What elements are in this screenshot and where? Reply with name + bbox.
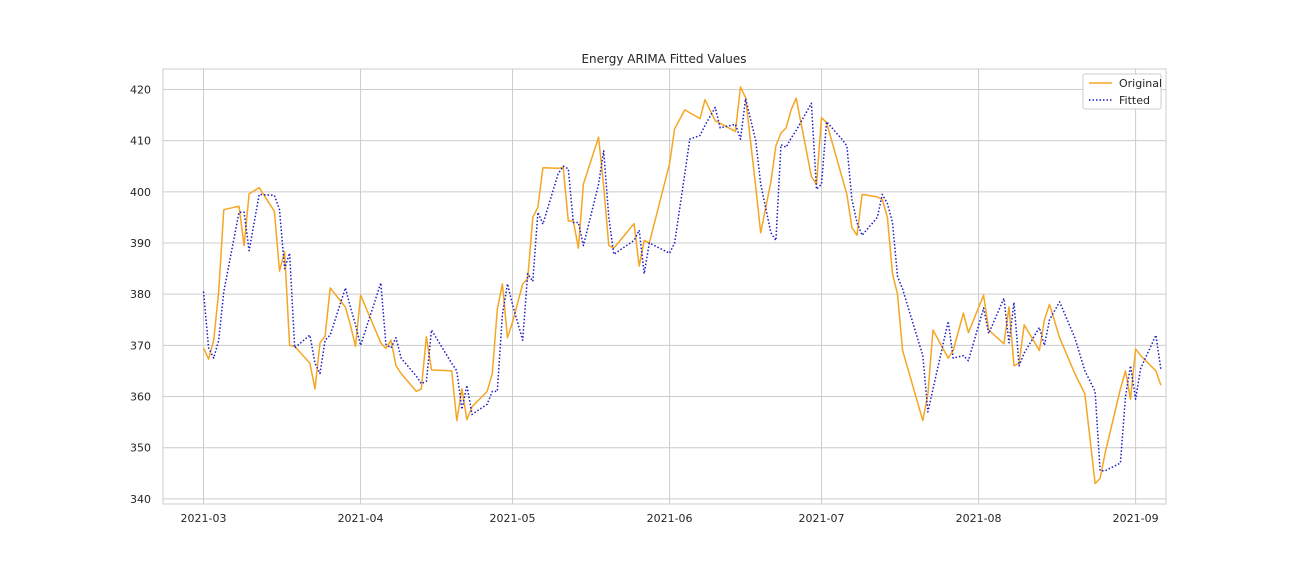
y-tick-label: 350 — [130, 442, 151, 455]
grid-lines — [163, 69, 1166, 504]
x-tick-label: 2021-06 — [647, 512, 693, 525]
y-tick-label: 410 — [130, 135, 151, 148]
y-tick-label: 360 — [130, 391, 151, 404]
series-line-original — [202, 86, 1162, 485]
y-tick-label: 420 — [130, 83, 151, 96]
y-tick-label: 370 — [130, 339, 151, 352]
y-tick-label: 390 — [130, 237, 151, 250]
series-line-fitted — [202, 97, 1162, 472]
legend-label-original: Original — [1119, 77, 1162, 90]
chart-title: Energy ARIMA Fitted Values — [581, 52, 746, 66]
y-tick-label: 400 — [130, 186, 151, 199]
x-tick-label: 2021-07 — [799, 512, 845, 525]
x-tick-label: 2021-05 — [490, 512, 536, 525]
x-axis-ticks: 2021-03 2021-04 2021-05 2021-06 2021-07 2021-… — [181, 512, 1159, 525]
y-tick-label: 340 — [130, 493, 151, 506]
series-lines — [202, 86, 1162, 485]
plot-area — [163, 69, 1166, 504]
y-tick-label: 380 — [130, 288, 151, 301]
x-tick-label: 2021-08 — [956, 512, 1002, 525]
x-tick-label: 2021-04 — [338, 512, 384, 525]
x-tick-label: 2021-09 — [1113, 512, 1159, 525]
y-axis-ticks: 340 350 360 370 380 390 400 410 420 — [130, 83, 151, 505]
plot-border — [162, 68, 1167, 505]
legend: Original Fitted — [1082, 73, 1162, 110]
x-tick-label: 2021-03 — [181, 512, 227, 525]
legend-label-fitted: Fitted — [1119, 94, 1150, 107]
